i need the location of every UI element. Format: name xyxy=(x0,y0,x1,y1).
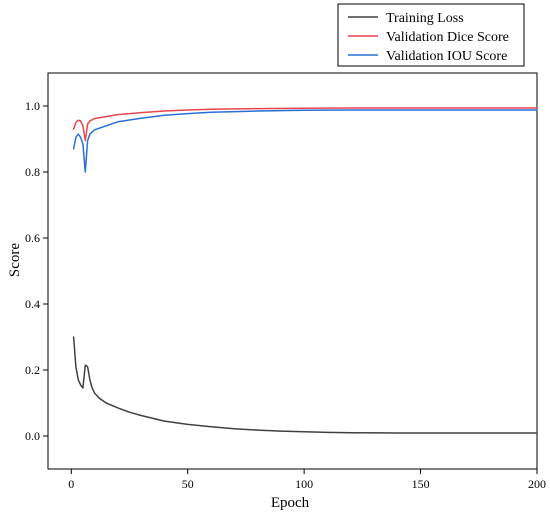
x-tick-label: 0 xyxy=(68,477,74,491)
y-tick-label: 0.6 xyxy=(25,231,40,245)
x-axis-title: Epoch xyxy=(271,495,310,511)
series-line-2 xyxy=(72,107,538,142)
x-tick-label: 200 xyxy=(528,477,546,491)
y-tick-label: 0.2 xyxy=(25,363,40,377)
x-tick-label: 150 xyxy=(412,477,430,491)
x-tick-label: 100 xyxy=(295,477,313,491)
y-axis-title: Score xyxy=(7,243,23,277)
y-tick-label: 1.0 xyxy=(25,99,40,113)
legend-label-3: Validation IOU Score xyxy=(386,49,507,64)
series-line-1 xyxy=(72,336,538,434)
legend: Training Loss Validation Dice Score Valida… xyxy=(337,3,525,67)
legend-label-1: Training Loss xyxy=(386,11,464,26)
y-tick-label: 0.0 xyxy=(25,429,40,443)
y-tick-label: 0.8 xyxy=(25,165,40,179)
series-line-3 xyxy=(72,109,538,173)
x-tick-label: 50 xyxy=(182,477,194,491)
y-tick-label: 0.4 xyxy=(25,297,40,311)
plot-frame xyxy=(47,72,538,470)
legend-label-2: Validation Dice Score xyxy=(386,30,509,45)
